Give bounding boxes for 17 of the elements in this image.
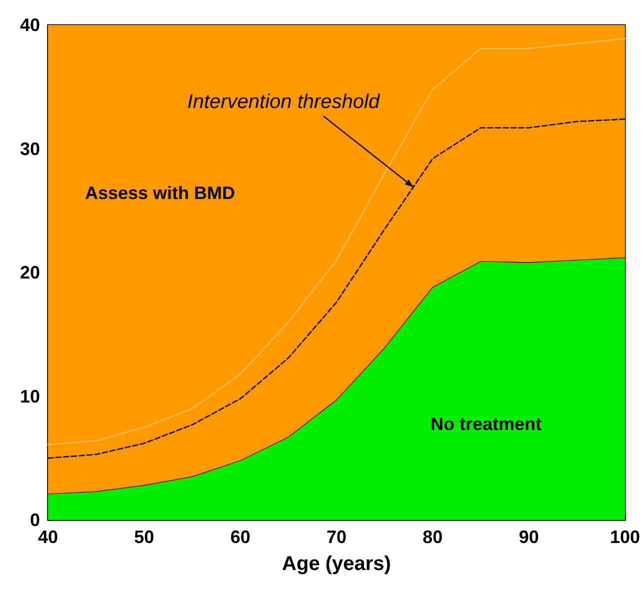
y-tick-label: 20	[20, 262, 40, 282]
x-tick-label: 40	[38, 527, 58, 547]
x-tick-label: 50	[134, 527, 154, 547]
annotation: No treatment	[430, 414, 542, 434]
y-tick-label: 10	[20, 386, 40, 406]
annotation: Intervention threshold	[187, 91, 380, 114]
x-tick-label: 80	[422, 527, 443, 547]
x-tick-label: 90	[518, 527, 539, 547]
line-series	[47, 38, 626, 446]
x-tick-label: 70	[326, 527, 347, 547]
y-tick-label: 30	[20, 138, 40, 159]
x-axis-title: Age (years)	[282, 553, 391, 575]
x-tick-label: 60	[230, 527, 250, 547]
y-tick-label: 0	[30, 510, 40, 530]
y-tick-label: 40	[20, 15, 40, 35]
annotation: Assess with BMD	[84, 183, 236, 203]
x-tick-label: 100	[610, 527, 640, 547]
